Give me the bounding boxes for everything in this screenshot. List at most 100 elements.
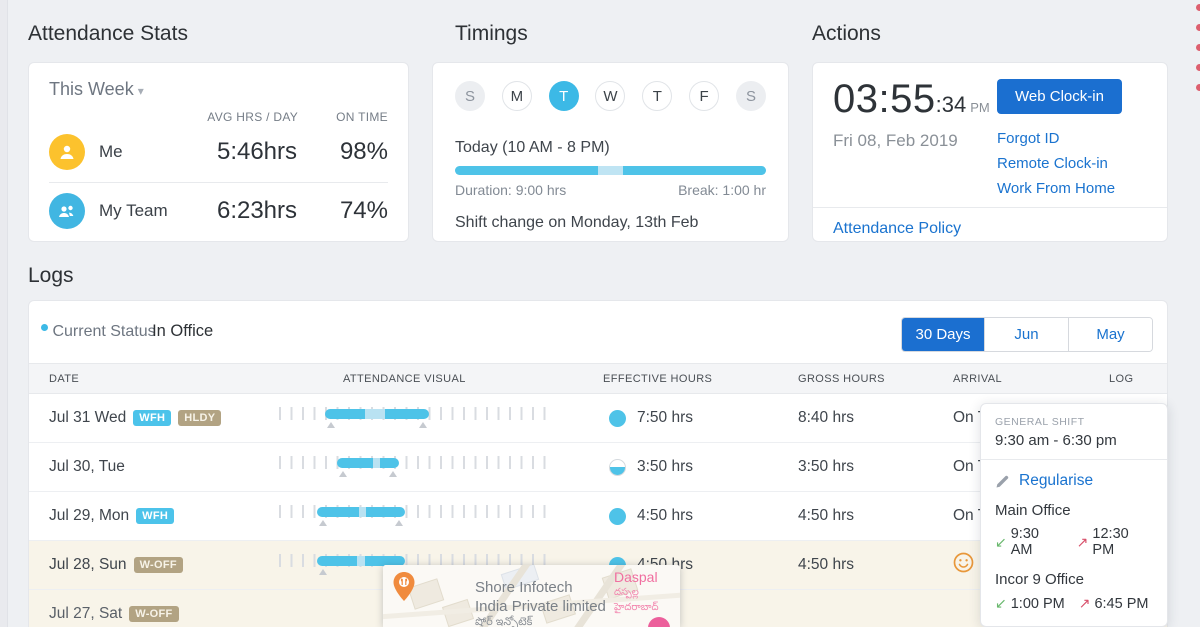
edge-dot-icon xyxy=(1196,84,1200,91)
status-dot-icon xyxy=(41,324,48,331)
clockout-marker-icon xyxy=(389,471,397,477)
clockin-time: 1:00 PM xyxy=(1010,595,1065,612)
stat-avg-team: 6:23hrs xyxy=(216,197,298,224)
effective-hours: 3:50 hrs xyxy=(637,458,694,475)
break-segment xyxy=(373,458,380,468)
attendance-visual xyxy=(279,454,551,480)
col-header-date: DATE xyxy=(49,372,80,385)
wfh-badge: WFH xyxy=(136,508,175,524)
day-circle-sat: S xyxy=(735,81,766,111)
wfh-badge: WFH xyxy=(133,410,172,426)
logs-card: Current Status In Office 30 Days Jun May… xyxy=(28,300,1168,627)
log-date: Jul 29, Mon xyxy=(49,507,130,524)
attendance-bar xyxy=(325,409,429,419)
shift-progress-bar xyxy=(455,166,766,175)
remote-clockin-link[interactable]: Remote Clock-in xyxy=(997,155,1108,172)
clockout-time: 12:30 PM xyxy=(1092,526,1129,558)
break-label: Break: 1:00 hr xyxy=(678,182,766,198)
left-edge-strip xyxy=(0,0,8,627)
table-row[interactable]: Jul 31 Wed WFH HLDY 7:50 hrs 8:40 hrs On… xyxy=(29,394,1167,443)
attendance-visual xyxy=(279,405,551,431)
stat-avg-me: 5:46hrs xyxy=(216,138,298,165)
col-header-gross: GROSS HOURS xyxy=(798,372,885,385)
shift-time: 9:30 am - 6:30 pm xyxy=(995,432,1117,449)
logs-title: Logs xyxy=(28,264,74,287)
clockin-arrow-icon: ↙ xyxy=(995,595,1007,611)
regularise-link[interactable]: Regularise xyxy=(1019,472,1094,489)
log-date: Jul 31 Wed xyxy=(49,409,127,426)
web-clockin-button[interactable]: Web Clock-in xyxy=(997,79,1122,114)
clock-display: 03:55:34 PM xyxy=(833,79,997,119)
clockin-time: 9:30 AM xyxy=(1010,526,1039,558)
table-row[interactable]: Jul 29, Mon WFH 4:50 hrs 4:50 hrs On Tim… xyxy=(29,492,1167,541)
gross-hours: 4:50 hrs xyxy=(798,507,855,524)
effective-hours: 7:50 hrs xyxy=(637,409,694,426)
col-header-log: LOG xyxy=(1109,372,1134,385)
clockin-marker-icon xyxy=(327,422,335,428)
col-header-effective: EFFECTIVE HOURS xyxy=(603,372,713,385)
effective-hours-icon xyxy=(609,409,626,427)
day-circle-tue-active: T xyxy=(548,81,579,111)
col-header-visual: ATTENDANCE VISUAL xyxy=(343,372,466,385)
clockout-arrow-icon: ↗ xyxy=(1078,595,1091,611)
duration-label: Duration: 9:00 hrs xyxy=(455,182,567,198)
period-label: This Week xyxy=(49,79,134,99)
location-map-popup[interactable]: Shore Infotech India Private limited షోర… xyxy=(383,565,680,627)
forgot-id-link[interactable]: Forgot ID xyxy=(997,130,1060,147)
attendance-stats-card: This Week ▾ AVG HRS / DAY ON TIME Me 5:46… xyxy=(28,62,409,242)
clockout-time: 6:45 PM xyxy=(1094,595,1149,612)
clockout-marker-icon xyxy=(395,520,403,526)
tab-jun[interactable]: Jun xyxy=(984,318,1068,351)
clockin-location: Main Office xyxy=(995,502,1071,519)
tab-30-days[interactable]: 30 Days xyxy=(902,318,984,351)
day-circle-thu: T xyxy=(642,81,673,111)
stat-ontime-me: 98% xyxy=(339,138,388,165)
log-date: Jul 28, Sun xyxy=(49,556,127,573)
map-image xyxy=(383,565,680,627)
clock-seconds: :34 xyxy=(935,92,967,117)
week-off-badge: W-OFF xyxy=(133,557,183,573)
timings-card: S M T W T F S Today (10 AM - 8 PM) Durat… xyxy=(432,62,789,242)
effective-hours: 4:50 hrs xyxy=(637,507,694,524)
break-segment xyxy=(357,556,365,566)
smiley-icon xyxy=(953,552,974,578)
shift-break-segment xyxy=(598,166,623,175)
map-place-name-telugu: షోర్ ఇన్ఫోటెక్ xyxy=(475,616,533,627)
actions-title: Actions xyxy=(812,22,881,45)
map-place-name: Shore Infotech India Private limited xyxy=(475,579,606,615)
clockin-marker-icon xyxy=(319,520,327,526)
gross-hours: 3:50 hrs xyxy=(798,458,855,475)
clockin-arrow-icon: ↙ xyxy=(995,533,1007,550)
clockout-marker-icon xyxy=(419,422,427,428)
effective-hours-half-icon xyxy=(609,458,626,476)
map-poi-icon xyxy=(648,617,670,627)
day-circle-fri: F xyxy=(689,81,720,111)
attendance-bar xyxy=(337,458,399,468)
stat-row-team: My Team 6:23hrs 74% xyxy=(49,193,388,229)
map-area-label: Daspal దస్పల్ల హైదరాబాద్ xyxy=(614,569,659,613)
timings-title: Timings xyxy=(455,22,528,45)
pencil-icon xyxy=(996,475,1009,487)
gross-hours: 8:40 hrs xyxy=(798,409,855,426)
attendance-policy-link[interactable]: Attendance Policy xyxy=(833,220,962,237)
chevron-down-icon: ▾ xyxy=(137,84,144,98)
clock-time: 03:55 xyxy=(833,77,936,121)
tab-may[interactable]: May xyxy=(1068,318,1152,351)
user-icon xyxy=(49,134,85,170)
clockin-marker-icon xyxy=(319,569,327,575)
shift-detail-popover: GENERAL SHIFT 9:30 am - 6:30 pm Regulari… xyxy=(980,403,1168,627)
col-header-arrival: ARRIVAL xyxy=(953,372,1003,385)
holiday-badge: HLDY xyxy=(178,410,222,426)
attendance-visual xyxy=(279,503,551,529)
edge-dot-icon xyxy=(1196,24,1200,31)
stat-label-me: Me xyxy=(99,142,123,161)
gross-hours: 4:50 hrs xyxy=(798,556,855,573)
period-dropdown[interactable]: This Week ▾ xyxy=(49,79,388,100)
current-status-label: Current Status xyxy=(52,323,156,340)
stat-label-team: My Team xyxy=(99,201,168,220)
col-ontime-label: ON TIME xyxy=(336,110,388,124)
work-from-home-link[interactable]: Work From Home xyxy=(997,180,1116,197)
stat-row-me: Me 5:46hrs 98% xyxy=(49,134,388,170)
day-circle-sun: S xyxy=(455,81,485,111)
clockin-location: Incor 9 Office xyxy=(995,571,1084,588)
